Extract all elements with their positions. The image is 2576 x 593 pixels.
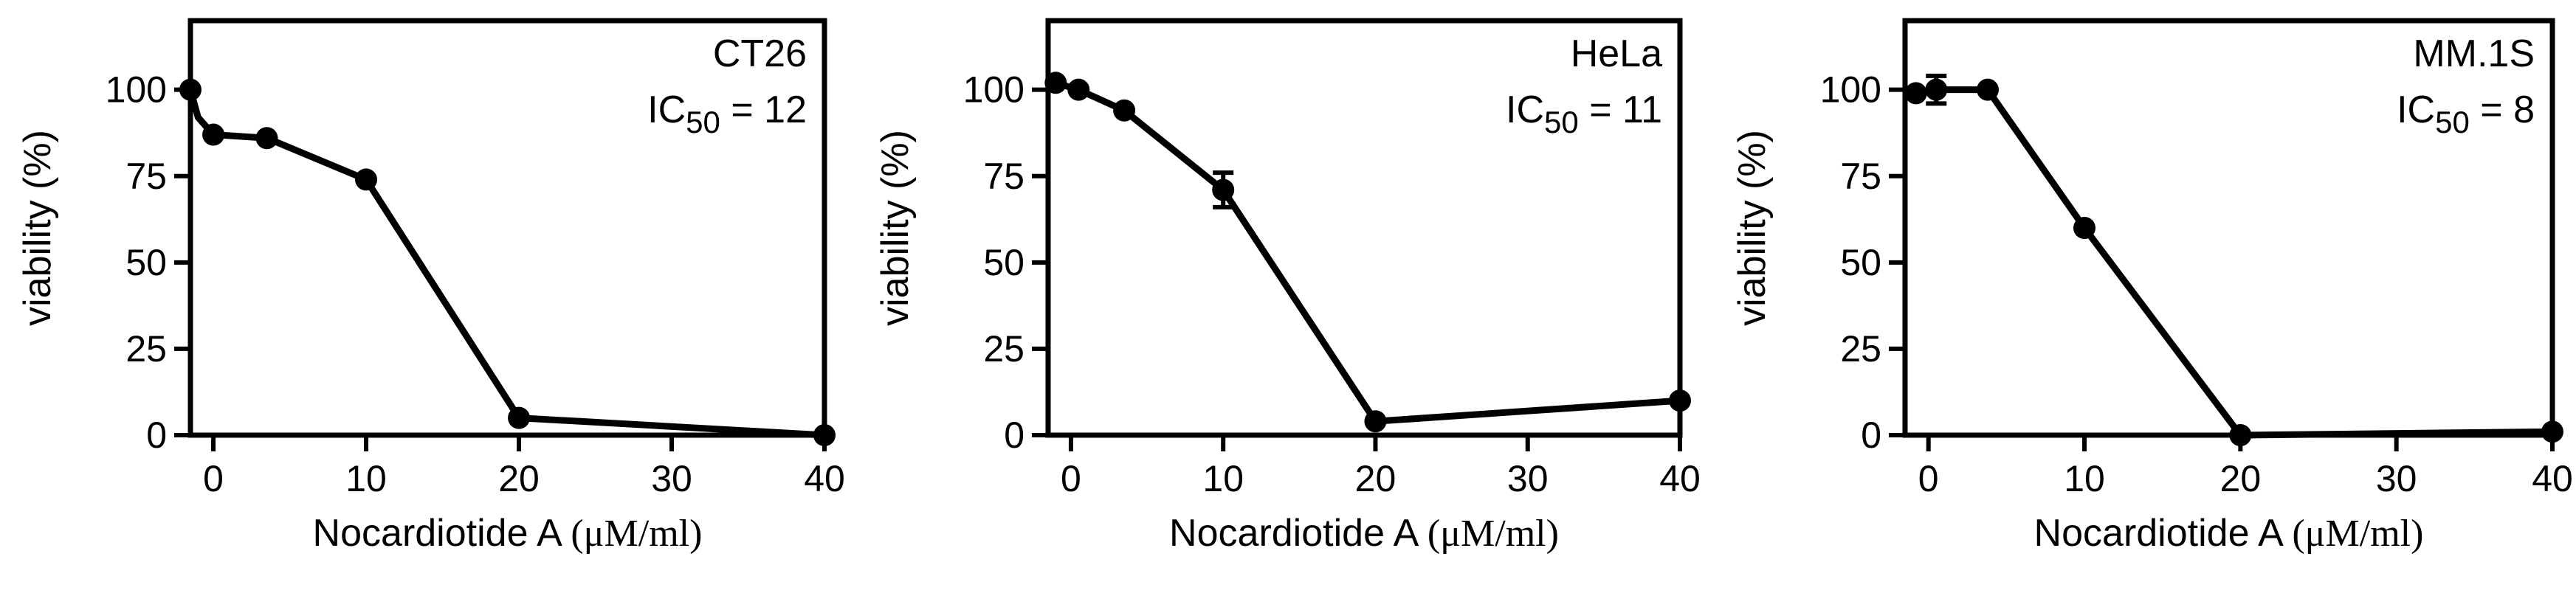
data-point [1364,410,1387,433]
y-tick-label: 25 [1840,328,1881,370]
y-tick-label: 50 [125,242,167,283]
data-point [1113,99,1136,122]
x-axis-label: Nocardiotide A (μM/ml) [313,512,703,555]
data-point [355,168,378,191]
y-tick-label: 0 [1861,415,1881,456]
series-line [1912,86,2556,439]
ic50-label: IC50 = 12 [647,89,807,139]
y-tick-label: 75 [125,156,167,197]
ic50-label: IC50 = 11 [1506,89,1662,139]
x-tick-label: 0 [1061,458,1081,499]
ic50-prefix: IC [1506,89,1544,131]
x-tick-label: 0 [203,458,224,499]
y-tick-label: 0 [146,415,167,456]
plot-frame [1045,18,1683,438]
data-point [1044,72,1067,94]
x-tick-label: 40 [2532,458,2573,499]
data-point [179,78,202,101]
y-axis-label: viability (%) [1731,130,1774,326]
x-tick-label: 30 [1507,458,1549,499]
data-point [1904,82,1927,105]
x-axis-label: Nocardiotide A (μM/ml) [1169,512,1559,555]
x-axis-label-unit: M/ml) [605,513,703,555]
x-tick-label: 20 [2220,458,2262,499]
x-axis-label-paren: ( [1428,513,1440,555]
x-axis-label-mu: μ [1440,513,1461,555]
y-axis-label: viability (%) [16,130,59,326]
data-point [255,127,278,150]
panel-label: MM.1S [2413,32,2535,75]
y-tick-label: 25 [125,328,167,370]
y-tick-label: 0 [1004,415,1024,456]
plot-frame [187,18,827,438]
ic50-subscript: 50 [686,105,720,139]
data-point [1669,389,1691,412]
x-axis-label-paren: ( [2292,513,2304,555]
data-point [202,123,225,146]
plot-frame [1902,18,2555,438]
x-tick-label: 30 [2376,458,2417,499]
x-axis-label-main: Nocardiotide A [1169,512,1428,555]
ic50-suffix: = 11 [1579,89,1662,131]
y-tick-label: 50 [1840,242,1881,283]
y-tick-label: 50 [983,242,1024,283]
data-point [1067,78,1090,101]
x-tick-label: 10 [2064,458,2105,499]
x-tick-label: 30 [651,458,692,499]
y-tick-label: 75 [983,156,1024,197]
x-axis-label-main: Nocardiotide A [2034,512,2293,555]
x-axis-label-mu: μ [2305,513,2326,555]
ic50-label: IC50 = 8 [2397,89,2535,139]
x-axis-label-unit: M/ml) [2326,513,2424,555]
data-point [1212,178,1235,201]
x-tick-label: 10 [1202,458,1244,499]
x-tick-label: 40 [1659,458,1701,499]
x-tick-label: 20 [1355,458,1397,499]
data-point [2541,420,2563,443]
ic50-subscript: 50 [2435,105,2470,139]
y-tick-label: 100 [963,69,1024,111]
ic50-prefix: IC [2397,89,2435,131]
panel-3: 0 25 50 75 100 0 10 20 30 40 viability (%) Nocardio… [1731,18,2573,555]
x-axis-label-unit: M/ml) [1461,513,1559,555]
data-point [2229,424,2252,446]
ic50-prefix: IC [647,89,686,131]
y-axis-label: viability (%) [874,130,917,326]
panel-2: 0 25 50 75 100 0 10 20 30 40 viability (%) Nocardio… [874,18,1701,555]
x-tick-label: 10 [345,458,387,499]
panel-1: 0 25 50 75 100 0 10 20 30 40 viability (%) Nocardio… [16,18,845,555]
data-point [1977,78,2000,101]
x-axis-label-mu: μ [584,513,605,555]
data-point [2073,217,2096,239]
y-tick-label: 75 [1840,156,1881,197]
data-point [508,406,531,429]
data-point [1925,78,1948,101]
y-tick-label: 100 [1820,69,1881,111]
x-tick-label: 20 [498,458,540,499]
panel-label: CT26 [713,32,807,75]
panel-label: HeLa [1571,32,1662,75]
x-tick-label: 0 [1918,458,1939,499]
y-tick-label: 100 [106,69,167,111]
x-axis-label-main: Nocardiotide A [313,512,571,555]
series-line [187,86,828,439]
x-tick-label: 40 [804,458,845,499]
ic50-suffix: = 12 [720,89,807,131]
y-tick-label: 25 [983,328,1024,370]
ic50-subscript: 50 [1544,105,1579,139]
data-point [813,424,836,446]
x-axis-label: Nocardiotide A (μM/ml) [2034,512,2424,555]
series-line [1052,79,1684,425]
ic50-suffix: = 8 [2470,89,2535,131]
x-axis-label-paren: ( [571,513,583,555]
